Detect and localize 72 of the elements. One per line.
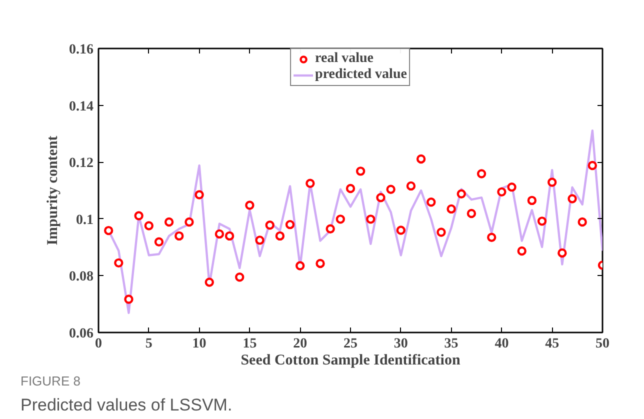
point (416, 154, 426, 164)
x-tick-label: 50 (596, 336, 610, 352)
point (446, 204, 456, 214)
point (476, 169, 486, 178)
point (184, 217, 194, 227)
point (174, 231, 184, 241)
x-tick-label: 10 (192, 336, 206, 352)
point (235, 272, 244, 282)
point (527, 196, 537, 206)
point (578, 217, 587, 227)
x-tick-label: 40 (494, 336, 509, 352)
text: Predicted values of LSSVM. (20, 396, 232, 414)
point (275, 231, 285, 241)
point (255, 236, 264, 245)
point (396, 226, 406, 235)
x-tick-label: 5 (145, 336, 152, 352)
point (144, 221, 154, 230)
point (548, 178, 557, 187)
point (497, 187, 506, 197)
point (214, 229, 224, 239)
point (204, 278, 214, 287)
point (265, 220, 274, 230)
caption: FIGURE 8 (20, 374, 80, 388)
point (376, 193, 386, 202)
point (456, 189, 466, 198)
point (558, 248, 567, 258)
x-tick-label: 45 (545, 336, 560, 352)
point (245, 200, 254, 210)
point (124, 294, 134, 304)
point (224, 231, 234, 241)
point (285, 220, 295, 230)
legend-label: predicted value (315, 67, 407, 83)
point (164, 217, 174, 227)
x-tick-label: 15 (242, 336, 257, 352)
point (436, 228, 446, 237)
point (194, 190, 204, 200)
point (426, 198, 436, 207)
point (537, 216, 547, 226)
point (104, 226, 114, 236)
point (356, 166, 366, 176)
x-axis-title: Seed Cotton Sample Identification (240, 352, 461, 368)
point (568, 194, 577, 204)
x-tick-label: 25 (344, 336, 358, 352)
x-tick-label: 20 (293, 336, 308, 352)
point (316, 258, 325, 268)
point (466, 208, 476, 218)
point (507, 182, 516, 192)
point (588, 160, 598, 170)
point (487, 232, 496, 242)
x-tick-label: 35 (444, 336, 458, 352)
point (336, 214, 346, 224)
point (517, 246, 526, 256)
y-tick-label: 0.12 (69, 156, 94, 172)
point (406, 181, 416, 191)
point (386, 184, 396, 194)
y-tick-label: 0.16 (69, 42, 94, 58)
point (154, 237, 164, 246)
point (134, 211, 144, 220)
point (326, 224, 335, 234)
y-tick-label: 0.14 (69, 99, 94, 114)
point (366, 214, 376, 224)
point (346, 184, 356, 194)
legend-label: real value (315, 51, 374, 67)
y-tick-label: 0.1 (76, 212, 94, 228)
point (296, 261, 305, 270)
x-tick-label: 0 (95, 336, 102, 352)
point (306, 178, 315, 188)
y-axis-title: Impurity content (45, 136, 61, 246)
y-tick-label: 0.08 (69, 270, 94, 285)
y-tick-label: 0.06 (69, 326, 94, 342)
point (114, 258, 124, 268)
x-tick-label: 30 (394, 336, 408, 352)
